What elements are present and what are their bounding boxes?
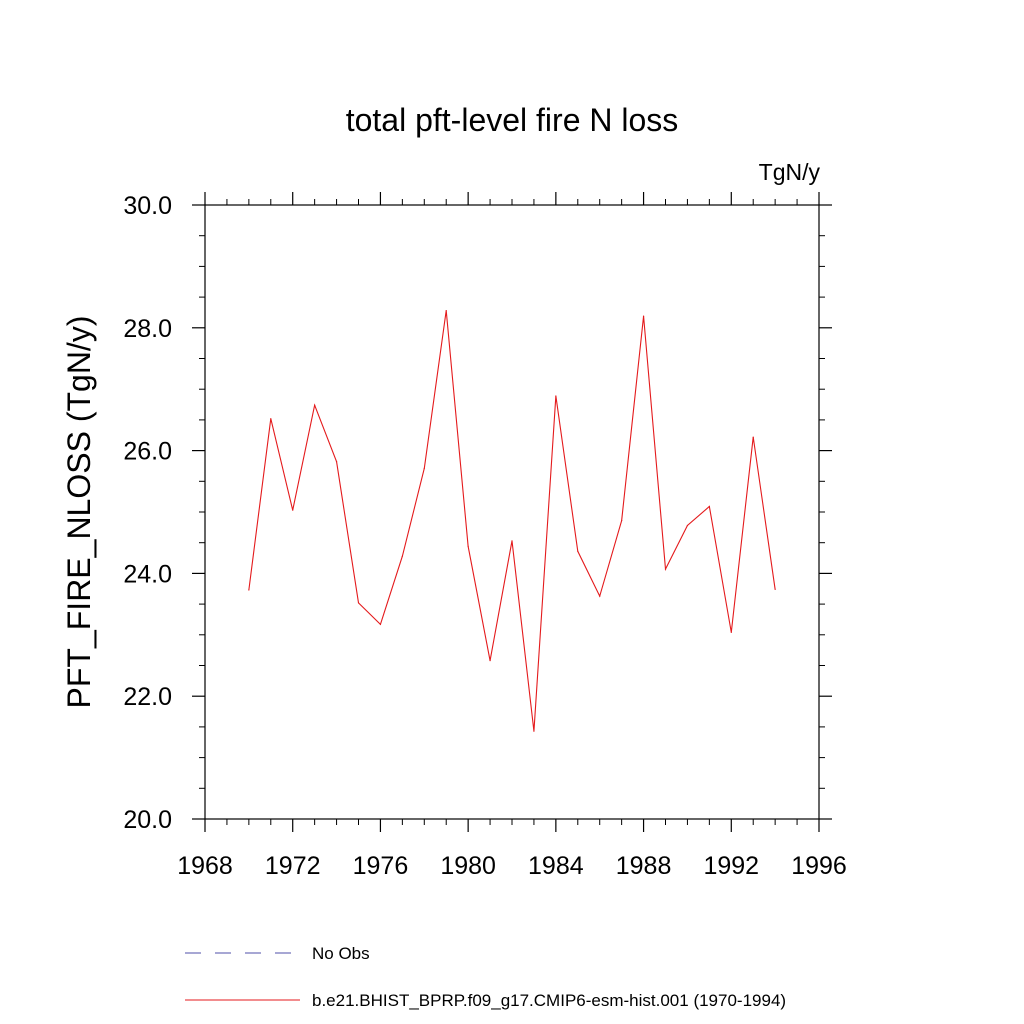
chart-title: total pft-level fire N loss bbox=[346, 102, 679, 138]
data-point bbox=[555, 395, 557, 397]
data-point bbox=[708, 505, 710, 508]
units-label: TgN/y bbox=[759, 159, 821, 185]
y-tick-label: 26.0 bbox=[123, 438, 172, 466]
x-tick-label: 1984 bbox=[528, 852, 584, 880]
data-point bbox=[467, 545, 469, 547]
data-point bbox=[621, 519, 623, 522]
y-tick-labels: 20.0 22.0 24.0 26.0 28.0 30.0 bbox=[123, 192, 172, 834]
y-tick-label: 30.0 bbox=[123, 192, 172, 220]
data-point bbox=[730, 631, 732, 633]
data-point bbox=[292, 509, 294, 511]
data-point bbox=[599, 595, 601, 597]
y-tick-label: 20.0 bbox=[123, 806, 172, 834]
legend: No Obs b.e21.BHIST_BPRP.f09_g17.CMIP6-esm… bbox=[185, 944, 786, 1010]
data-point bbox=[335, 461, 338, 463]
data-point bbox=[357, 602, 360, 604]
x-tick-label: 1988 bbox=[616, 852, 672, 880]
x-tick-label: 1976 bbox=[353, 852, 409, 880]
series-layer bbox=[248, 310, 776, 732]
data-point bbox=[642, 315, 645, 317]
data-point bbox=[248, 589, 250, 591]
x-tick-label: 1968 bbox=[177, 852, 233, 880]
data-point bbox=[533, 730, 535, 732]
x-tick-label: 1972 bbox=[265, 852, 321, 880]
data-point bbox=[752, 436, 754, 438]
y-axis-label: PFT_FIRE_NLOSS (TgN/y) bbox=[61, 316, 97, 709]
data-point bbox=[270, 418, 272, 420]
data-point bbox=[511, 540, 513, 542]
y-tick-label: 28.0 bbox=[123, 315, 172, 343]
axis-ticks bbox=[192, 192, 832, 832]
x-tick-label: 1992 bbox=[703, 852, 759, 880]
data-point bbox=[664, 568, 667, 570]
y-tick-label: 22.0 bbox=[123, 683, 172, 711]
data-point bbox=[445, 310, 447, 312]
data-point bbox=[379, 623, 382, 625]
data-point bbox=[489, 659, 491, 662]
data-point bbox=[314, 404, 316, 406]
data-point bbox=[686, 524, 689, 527]
data-point bbox=[423, 467, 425, 470]
data-point bbox=[577, 550, 579, 552]
data-point bbox=[401, 555, 403, 557]
legend-label: b.e21.BHIST_BPRP.f09_g17.CMIP6-esm-hist.… bbox=[312, 991, 786, 1010]
y-tick-label: 24.0 bbox=[123, 560, 172, 588]
plot-frame bbox=[204, 204, 820, 820]
x-tick-labels: 1968 1972 1976 1980 1984 1988 1992 1996 bbox=[177, 852, 847, 880]
series-line bbox=[248, 310, 776, 732]
legend-label: No Obs bbox=[312, 944, 370, 963]
data-point bbox=[774, 588, 776, 590]
x-tick-label: 1980 bbox=[440, 852, 496, 880]
x-tick-label: 1996 bbox=[791, 852, 847, 880]
